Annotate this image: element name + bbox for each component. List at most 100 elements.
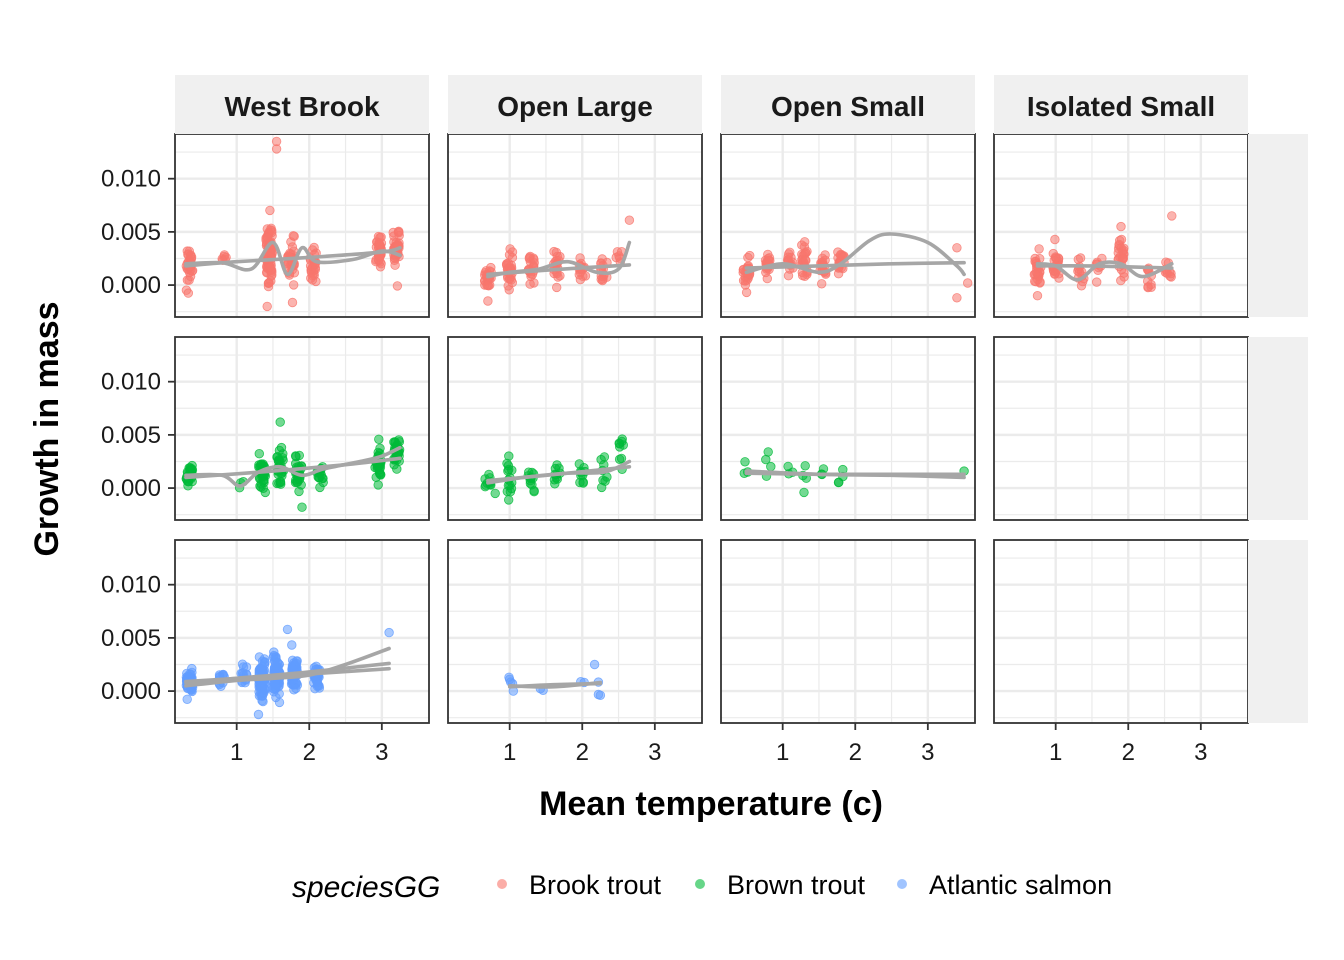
panel-background	[721, 134, 975, 317]
x-axis-open-large: 1 2 3	[503, 723, 662, 766]
x-tick-label: 1	[776, 739, 789, 766]
y-axis-title: Growth in mass	[28, 301, 66, 556]
data-point	[1050, 234, 1060, 245]
data-point	[589, 659, 600, 670]
data-point	[575, 274, 586, 285]
data-point	[745, 250, 755, 261]
data-point	[552, 282, 562, 293]
smooth-lines	[184, 445, 402, 488]
y-tick-label: 0.000	[101, 678, 161, 705]
strip-background	[175, 75, 429, 134]
smooth-line	[744, 471, 966, 477]
data-point	[1118, 253, 1129, 263]
legend-title: speciesGG	[292, 871, 440, 904]
panel-grid	[175, 540, 429, 723]
smooth-lines	[744, 469, 966, 480]
data-point	[529, 258, 539, 268]
data-point	[483, 296, 493, 306]
data-point	[484, 469, 494, 480]
data-point	[374, 434, 384, 445]
data-point	[817, 279, 827, 289]
data-point	[275, 476, 286, 487]
panel-border	[174, 539, 430, 724]
x-tick-label: 2	[849, 739, 862, 766]
data-point	[238, 662, 249, 672]
strip-brook-trout: Brook trout	[1248, 134, 1308, 317]
data-point	[1032, 291, 1043, 301]
strip-background	[721, 75, 975, 134]
strip-brown-trout: Brown trout	[1248, 337, 1308, 520]
column-label: Isolated Small	[1027, 91, 1215, 122]
smooth-line	[184, 456, 402, 480]
data-point	[833, 477, 844, 488]
y-tick-label: 0.010	[101, 369, 161, 396]
panel-brook-trout-isolated-small	[993, 133, 1249, 318]
y-axes: 0.000 0.005 0.010 0.000 0.005 0.010 0.000 0.005…	[101, 166, 175, 705]
data-point	[314, 683, 325, 693]
panels-layer	[174, 133, 1249, 724]
data-point	[763, 447, 773, 457]
x-axes: 1 2 3 1 2 3 1 2 3 1 2 3	[230, 723, 1208, 766]
x-axis-west-brook: 1 2 3	[230, 723, 389, 766]
panel-grid	[175, 134, 429, 317]
smooth-lines	[184, 240, 402, 277]
row-strips: Brook trout Brown trout Atlantic salmon	[1248, 134, 1308, 723]
strip-west-brook: West Brook	[175, 75, 429, 134]
data-point	[182, 275, 193, 285]
data-point	[801, 255, 811, 266]
data-point	[505, 487, 516, 497]
data-point	[1114, 235, 1125, 246]
y-axis-row-2: 0.000 0.005 0.010	[101, 369, 175, 502]
x-tick-label: 2	[303, 739, 316, 766]
data-point	[274, 697, 285, 708]
data-point	[314, 472, 324, 483]
y-tick-label: 0.000	[101, 272, 161, 299]
panel-background	[994, 540, 1248, 723]
panel-atlantic-salmon-isolated-small	[993, 539, 1249, 724]
legend-label-atlantic-salmon: Atlantic salmon	[929, 870, 1112, 900]
data-point	[270, 679, 280, 689]
panel-border	[720, 539, 976, 724]
data-point	[287, 640, 297, 650]
y-tick-label: 0.005	[101, 625, 161, 652]
strip-background	[994, 75, 1248, 134]
smooth-lines	[486, 240, 632, 279]
x-tick-label: 1	[1049, 739, 1062, 766]
smooth-lines	[184, 646, 391, 688]
column-label: Open Small	[771, 91, 925, 122]
column-label: West Brook	[224, 91, 379, 122]
panel-border	[174, 336, 430, 521]
strip-background	[448, 75, 702, 134]
x-axis-open-small: 1 2 3	[776, 723, 935, 766]
y-axis-row-3: 0.000 0.005 0.010	[101, 572, 175, 705]
y-tick-label: 0.000	[101, 475, 161, 502]
data-point	[504, 451, 514, 461]
panel-grid	[994, 540, 1248, 723]
legend-label-brook-trout: Brook trout	[529, 870, 662, 900]
data-point	[183, 288, 194, 298]
data-point	[1073, 254, 1084, 265]
panel-brook-trout-west-brook	[174, 133, 430, 318]
smooth-line	[744, 260, 966, 270]
strip-atlantic-salmon: Atlantic salmon	[1248, 540, 1308, 723]
x-tick-label: 2	[1122, 739, 1135, 766]
data-point	[740, 457, 750, 467]
data-point	[373, 480, 383, 490]
data-point	[262, 301, 272, 312]
panel-brook-trout-open-small	[720, 133, 976, 318]
data-point	[1091, 277, 1102, 287]
data-point	[182, 694, 192, 705]
data-point	[800, 461, 810, 471]
data-point	[766, 461, 776, 472]
data-point	[306, 273, 316, 283]
data-point	[289, 280, 299, 290]
data-point	[624, 215, 635, 225]
panel-border	[720, 336, 976, 521]
data-point	[384, 627, 394, 638]
y-tick-label: 0.010	[101, 166, 161, 193]
data-point	[253, 709, 264, 720]
data-point	[550, 479, 560, 489]
data-point	[784, 249, 794, 259]
panel-grid	[721, 337, 975, 520]
